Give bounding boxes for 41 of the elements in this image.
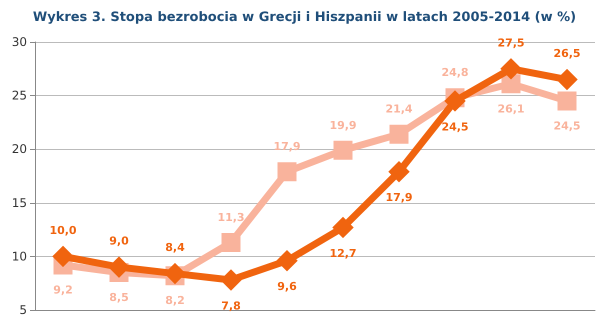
data-label: 7,8 <box>221 299 241 312</box>
point <box>222 232 240 252</box>
data-label: 11,3 <box>217 210 245 224</box>
data-label: 24,5 <box>553 119 581 132</box>
data-label: 26,1 <box>497 102 525 116</box>
y-tick-label: 5 <box>19 303 27 317</box>
data-label: 8,2 <box>165 294 185 308</box>
point <box>334 140 352 160</box>
point <box>444 90 466 112</box>
data-label: 8,4 <box>165 241 186 254</box>
y-tick-label: 10 <box>12 249 27 264</box>
y-tick-label: 15 <box>12 196 27 210</box>
point <box>278 162 296 182</box>
point <box>502 74 520 94</box>
point <box>332 216 354 238</box>
data-label: 9,0 <box>109 234 130 248</box>
point <box>556 69 578 90</box>
chart-title: Wykres 3. Stopa bezrobocia w Grecji i Hiszpanii w latach 2005-2014 (w %) <box>32 10 576 25</box>
point <box>108 256 130 278</box>
point <box>276 250 298 272</box>
data-label: 19,9 <box>329 118 357 132</box>
data-label: 17,9 <box>385 191 413 204</box>
point <box>388 161 410 182</box>
point <box>52 246 74 267</box>
data-label: 21,4 <box>385 102 413 116</box>
data-label: 26,5 <box>553 47 581 60</box>
data-label: 10,0 <box>49 224 77 237</box>
data-label: 9,2 <box>53 283 73 296</box>
point <box>500 58 522 80</box>
data-label: 27,5 <box>497 36 525 50</box>
data-label: 8,5 <box>109 290 129 304</box>
data-label: 12,7 <box>329 246 357 260</box>
data-label: 9,6 <box>277 280 298 294</box>
data-label: 24,8 <box>441 66 469 80</box>
point <box>558 91 576 110</box>
y-tick-label: 25 <box>12 88 27 103</box>
point <box>390 124 408 144</box>
point <box>220 269 242 290</box>
y-tick-label: 30 <box>12 35 27 49</box>
data-label: 24,5 <box>441 120 469 134</box>
y-tick-label: 20 <box>12 142 27 156</box>
